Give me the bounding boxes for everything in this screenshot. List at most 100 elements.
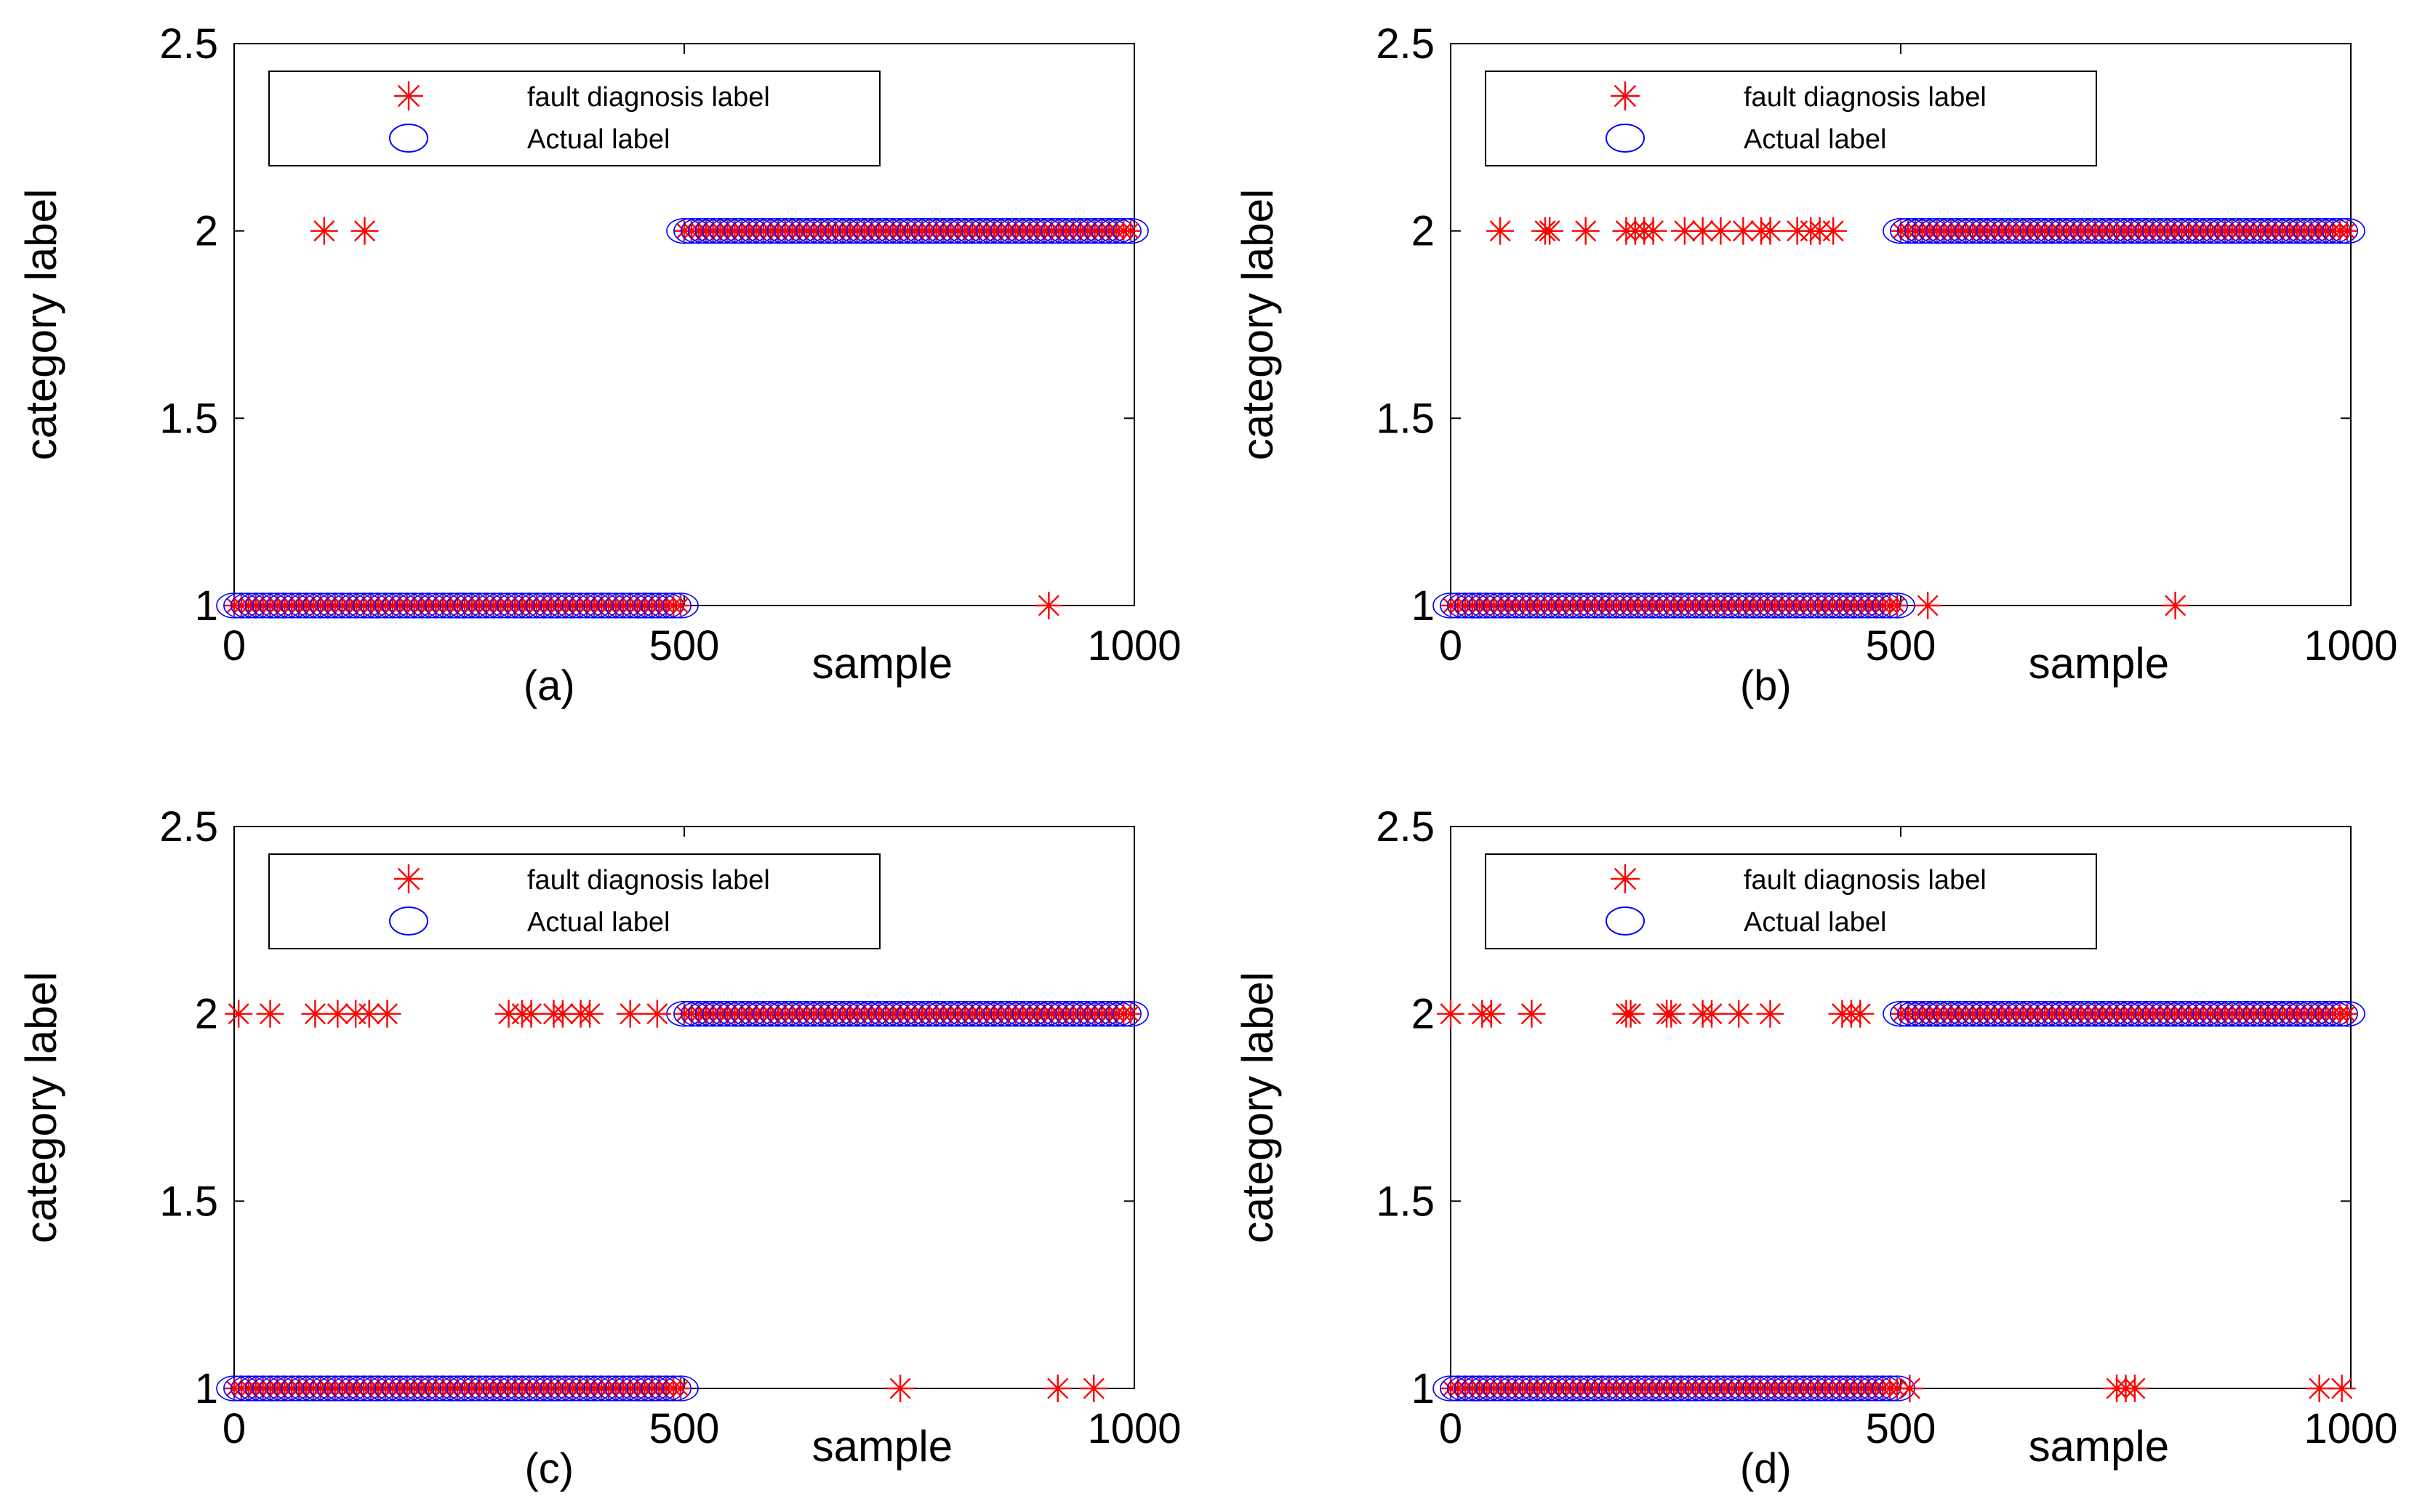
- y-tick-label: 1.5: [159, 1178, 218, 1225]
- legend-actual-text: Actual label: [1744, 124, 1886, 155]
- misclassified-point: [2120, 1375, 2149, 1402]
- chart-panel-b: 1 1.5 2 2.5 0 500 1000 sample category label (b) f…: [1233, 20, 2398, 709]
- predicted-label-point: [670, 595, 692, 616]
- actual-label-point: [1105, 217, 1142, 244]
- legend: fault diagnosis label Actual label: [268, 853, 881, 949]
- misclassified-point: [1518, 1000, 1546, 1028]
- y-tick-label: 2: [195, 991, 218, 1038]
- legend-circle-icon: [389, 124, 428, 153]
- legend-predicted-text: fault diagnosis label: [1744, 82, 1987, 113]
- misclassified-point: [373, 1000, 401, 1028]
- actual-label-point: [2322, 1000, 2358, 1027]
- legend: fault diagnosis label Actual label: [1485, 853, 2097, 949]
- legend-box: [1485, 71, 2097, 166]
- legend-asterisk-icon: [394, 864, 423, 893]
- x-tick-label: 0: [223, 1405, 246, 1452]
- misclassified-point: [2305, 1375, 2333, 1402]
- predicted-label-point: [2337, 220, 2358, 241]
- misclassified-point: [301, 1000, 329, 1028]
- predicted-label-point: [2337, 1003, 2358, 1024]
- x-tick-label: 0: [1439, 622, 1462, 669]
- misclassified-point: [1688, 217, 1717, 245]
- actual-label-point: [655, 1375, 692, 1402]
- x-axis-label: sample: [812, 1422, 953, 1471]
- x-tick-label: 500: [649, 1405, 720, 1452]
- x-tick-label: 500: [1866, 622, 1936, 669]
- legend-circle-icon: [389, 906, 428, 936]
- misclassified-point: [886, 1375, 915, 1402]
- legend-circle-icon: [1606, 124, 1645, 153]
- misclassified-point: [1080, 1375, 1108, 1402]
- panel-caption: (a): [524, 662, 575, 709]
- misclassified-point: [1756, 1000, 1784, 1028]
- misclassified-point: [1043, 1375, 1072, 1402]
- y-tick-label: 1.5: [159, 395, 218, 442]
- x-tick-label: 1000: [1087, 622, 1181, 669]
- y-tick-label: 2.5: [1376, 20, 1435, 68]
- misclassified-point: [1616, 1000, 1645, 1028]
- misclassified-point: [2328, 1375, 2356, 1402]
- misclassified-point: [517, 1000, 545, 1028]
- x-axis-label: sample: [812, 639, 953, 688]
- actual-label-point: [2322, 217, 2358, 244]
- chart-panel-c: 1 1.5 2 2.5 0 500 1000 sample category label (c) f…: [17, 803, 1182, 1492]
- misclassified-point: [643, 1000, 671, 1028]
- misclassified-point: [1639, 217, 1667, 245]
- misclassified-point: [350, 217, 379, 245]
- misclassified-point: [576, 1000, 604, 1028]
- legend-circle-icon: [1606, 906, 1645, 936]
- panel-caption: (c): [524, 1445, 574, 1492]
- misclassified-point: [1896, 1375, 1924, 1402]
- actual-label-point: [662, 1375, 699, 1402]
- actual-label-point: [1105, 1000, 1142, 1027]
- x-axis-label: sample: [2029, 1422, 2169, 1471]
- y-tick-label: 2.5: [1376, 803, 1435, 850]
- legend-actual-text: Actual label: [527, 907, 670, 938]
- y-tick-label: 1: [195, 582, 218, 630]
- y-tick-label: 1: [1411, 582, 1435, 630]
- legend-actual-text: Actual label: [1744, 907, 1886, 938]
- y-tick-label: 1: [195, 1365, 218, 1412]
- misclassified-point: [355, 1000, 383, 1028]
- y-axis-label: category label: [1233, 189, 1282, 461]
- predicted-label-point: [1121, 1003, 1142, 1024]
- legend-asterisk-icon: [1611, 864, 1640, 893]
- actual-label-point: [655, 592, 692, 619]
- misclassified-point: [1477, 1000, 1505, 1028]
- misclassified-point: [1725, 1000, 1753, 1028]
- y-tick-label: 2: [195, 208, 218, 255]
- legend-box: [1485, 853, 2097, 949]
- x-axis-label: sample: [2029, 639, 2169, 688]
- predicted-label-point: [1887, 595, 1908, 616]
- misclassified-point: [1486, 217, 1515, 245]
- predicted-label-point: [1121, 220, 1142, 241]
- misclassified-point: [1035, 592, 1063, 619]
- misclassified-point: [225, 1000, 253, 1028]
- actual-label-point: [2329, 217, 2365, 244]
- misclassified-point: [324, 1000, 352, 1028]
- panel-caption: (b): [1740, 662, 1792, 709]
- x-tick-label: 1000: [2304, 1405, 2397, 1452]
- misclassified-point: [1571, 217, 1600, 245]
- y-tick-label: 2: [1411, 991, 1435, 1038]
- x-tick-label: 1000: [2304, 622, 2397, 669]
- legend-asterisk-icon: [394, 81, 423, 110]
- actual-label-point: [1113, 217, 1149, 244]
- legend-predicted-text: fault diagnosis label: [527, 865, 770, 896]
- misclassified-point: [1670, 217, 1699, 245]
- x-tick-label: 1000: [1087, 1405, 1181, 1452]
- legend-predicted-text: fault diagnosis label: [1744, 865, 1987, 896]
- y-axis-label: category label: [17, 972, 65, 1244]
- misclassified-point: [1914, 592, 1942, 619]
- legend: fault diagnosis label Actual label: [1485, 71, 2097, 166]
- actual-label-point: [662, 592, 699, 619]
- y-tick-label: 2.5: [159, 20, 218, 68]
- x-tick-label: 500: [649, 622, 720, 669]
- misclassified-point: [548, 1000, 577, 1028]
- chart-panel-a: 1 1.5 2 2.5 0 500 1000 sample category label (a) f…: [17, 20, 1182, 709]
- predicted-label-point: [670, 1378, 692, 1399]
- misclassified-point: [2161, 592, 2189, 619]
- actual-label-point: [1113, 1000, 1149, 1027]
- x-tick-label: 0: [1439, 1405, 1462, 1452]
- misclassified-point: [1437, 1000, 1464, 1028]
